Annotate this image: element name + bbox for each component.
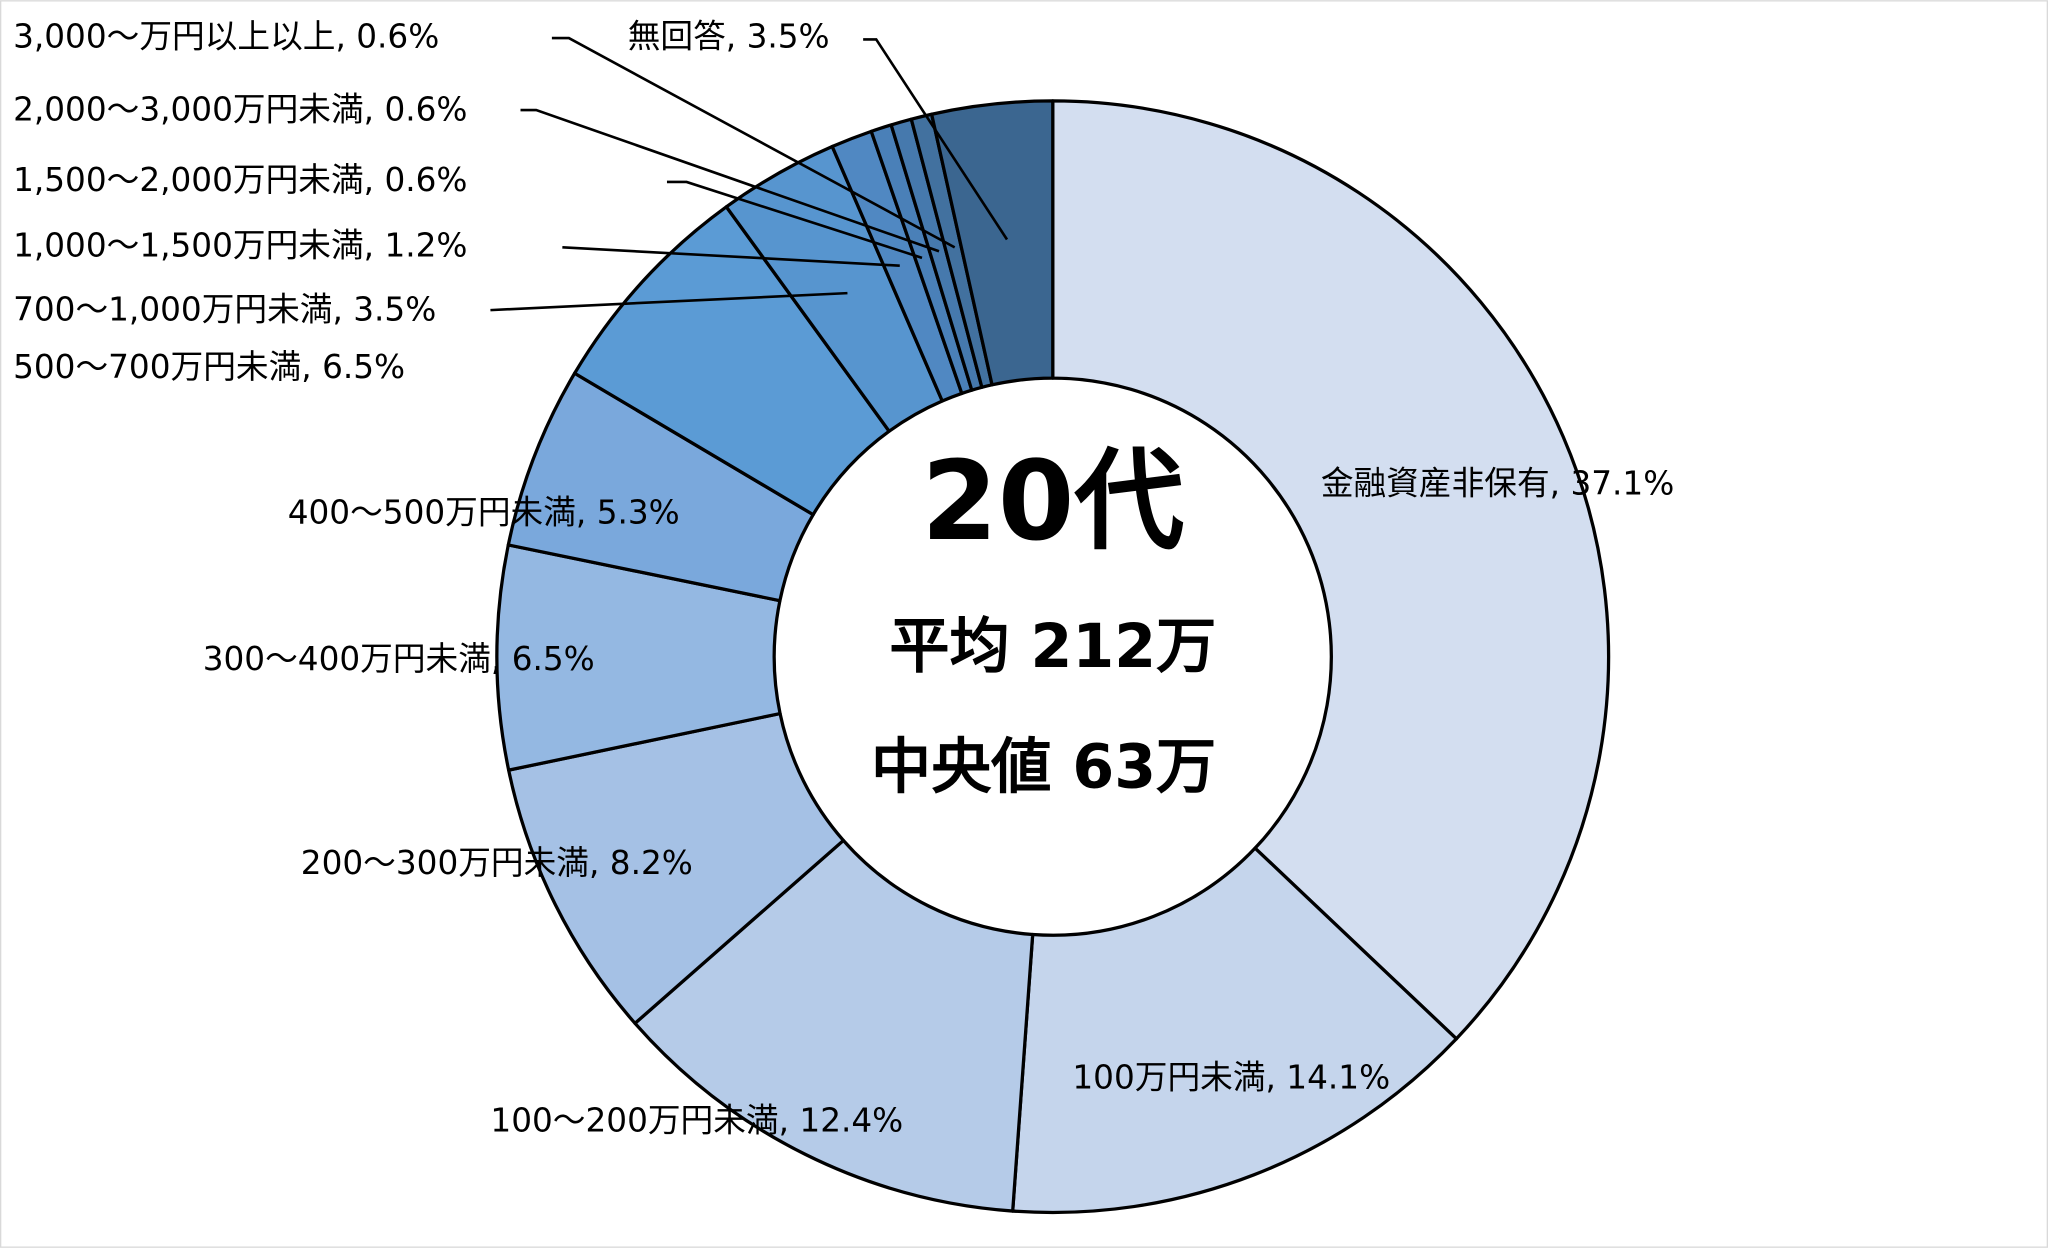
leader-line xyxy=(551,36,956,249)
center-mean: 平均 212万 xyxy=(889,612,1216,682)
label-value: 5.3% xyxy=(597,493,680,531)
data-label: 無回答, 3.5% xyxy=(628,17,830,55)
label-separator: , xyxy=(364,91,385,129)
data-label: 500～700万円未満, 6.5% xyxy=(13,348,405,386)
label-value: 8.2% xyxy=(610,844,693,882)
data-label: 3,000～万円以上以上, 0.6% xyxy=(13,17,439,55)
center-title: 20代 xyxy=(921,437,1184,565)
label-value: 0.6% xyxy=(356,17,439,55)
label-separator: , xyxy=(364,227,385,265)
label-separator: , xyxy=(1550,465,1571,503)
label-category: 100万円未満 xyxy=(1072,1058,1265,1096)
slice xyxy=(633,838,1035,1213)
label-value: 14.1% xyxy=(1286,1058,1390,1096)
label-value: 6.5% xyxy=(322,348,405,386)
label-value: 37.1% xyxy=(1570,465,1674,503)
label-separator: , xyxy=(491,640,512,678)
leader-line xyxy=(490,291,848,312)
leader-line xyxy=(666,180,923,260)
label-value: 6.5% xyxy=(512,640,595,678)
slice xyxy=(1011,846,1459,1215)
leader-line xyxy=(520,108,940,253)
label-separator: , xyxy=(1266,1058,1287,1096)
data-label: 300～400万円未満, 6.5% xyxy=(203,640,595,678)
label-category: 無回答 xyxy=(628,17,726,55)
leader-line xyxy=(562,246,900,267)
label-category: 400～500万円未満 xyxy=(288,493,576,531)
data-label: 2,000～3,000万円未満, 0.6% xyxy=(13,91,467,129)
center-median: 中央値 63万 xyxy=(871,732,1216,802)
data-label: 100万円未満, 14.1% xyxy=(1072,1058,1390,1096)
data-label: 1,000～1,500万円未満, 1.2% xyxy=(13,227,467,265)
label-separator: , xyxy=(364,161,385,199)
label-value: 0.6% xyxy=(384,91,467,129)
label-separator: , xyxy=(589,844,610,882)
label-value: 3.5% xyxy=(747,17,830,55)
data-label: 1,500～2,000万円未満, 0.6% xyxy=(13,161,467,199)
label-category: 700～1,000万円未満 xyxy=(13,291,332,329)
label-separator: , xyxy=(576,493,597,531)
label-value: 12.4% xyxy=(799,1101,903,1139)
data-label: 金融資産非保有, 37.1% xyxy=(1321,465,1674,503)
label-value: 0.6% xyxy=(384,161,467,199)
label-value: 3.5% xyxy=(353,291,436,329)
label-value: 1.2% xyxy=(384,227,467,265)
leader-line xyxy=(863,38,1009,241)
label-separator: , xyxy=(301,348,322,386)
label-separator: , xyxy=(335,17,356,55)
label-category: 100～200万円未満 xyxy=(490,1101,778,1139)
label-separator: , xyxy=(332,291,353,329)
label-category: 500～700万円未満 xyxy=(13,348,301,386)
label-category: 金融資産非保有 xyxy=(1321,465,1550,503)
data-label: 200～300万円未満, 8.2% xyxy=(301,844,693,882)
label-category: 1,000～1,500万円未満 xyxy=(13,227,364,265)
label-category: 300～400万円未満 xyxy=(203,640,491,678)
label-category: 200～300万円未満 xyxy=(301,844,589,882)
label-category: 2,000～3,000万円未満 xyxy=(13,91,364,129)
label-category: 1,500～2,000万円未満 xyxy=(13,161,364,199)
data-label: 100～200万円未満, 12.4% xyxy=(490,1101,903,1139)
data-label: 700～1,000万円未満, 3.5% xyxy=(13,291,436,329)
label-separator: , xyxy=(726,17,747,55)
slice xyxy=(1051,99,1611,1041)
label-category: 3,000～万円以上以上 xyxy=(13,17,335,55)
label-separator: , xyxy=(779,1101,800,1139)
data-label: 400～500万円未満, 5.3% xyxy=(288,493,680,531)
